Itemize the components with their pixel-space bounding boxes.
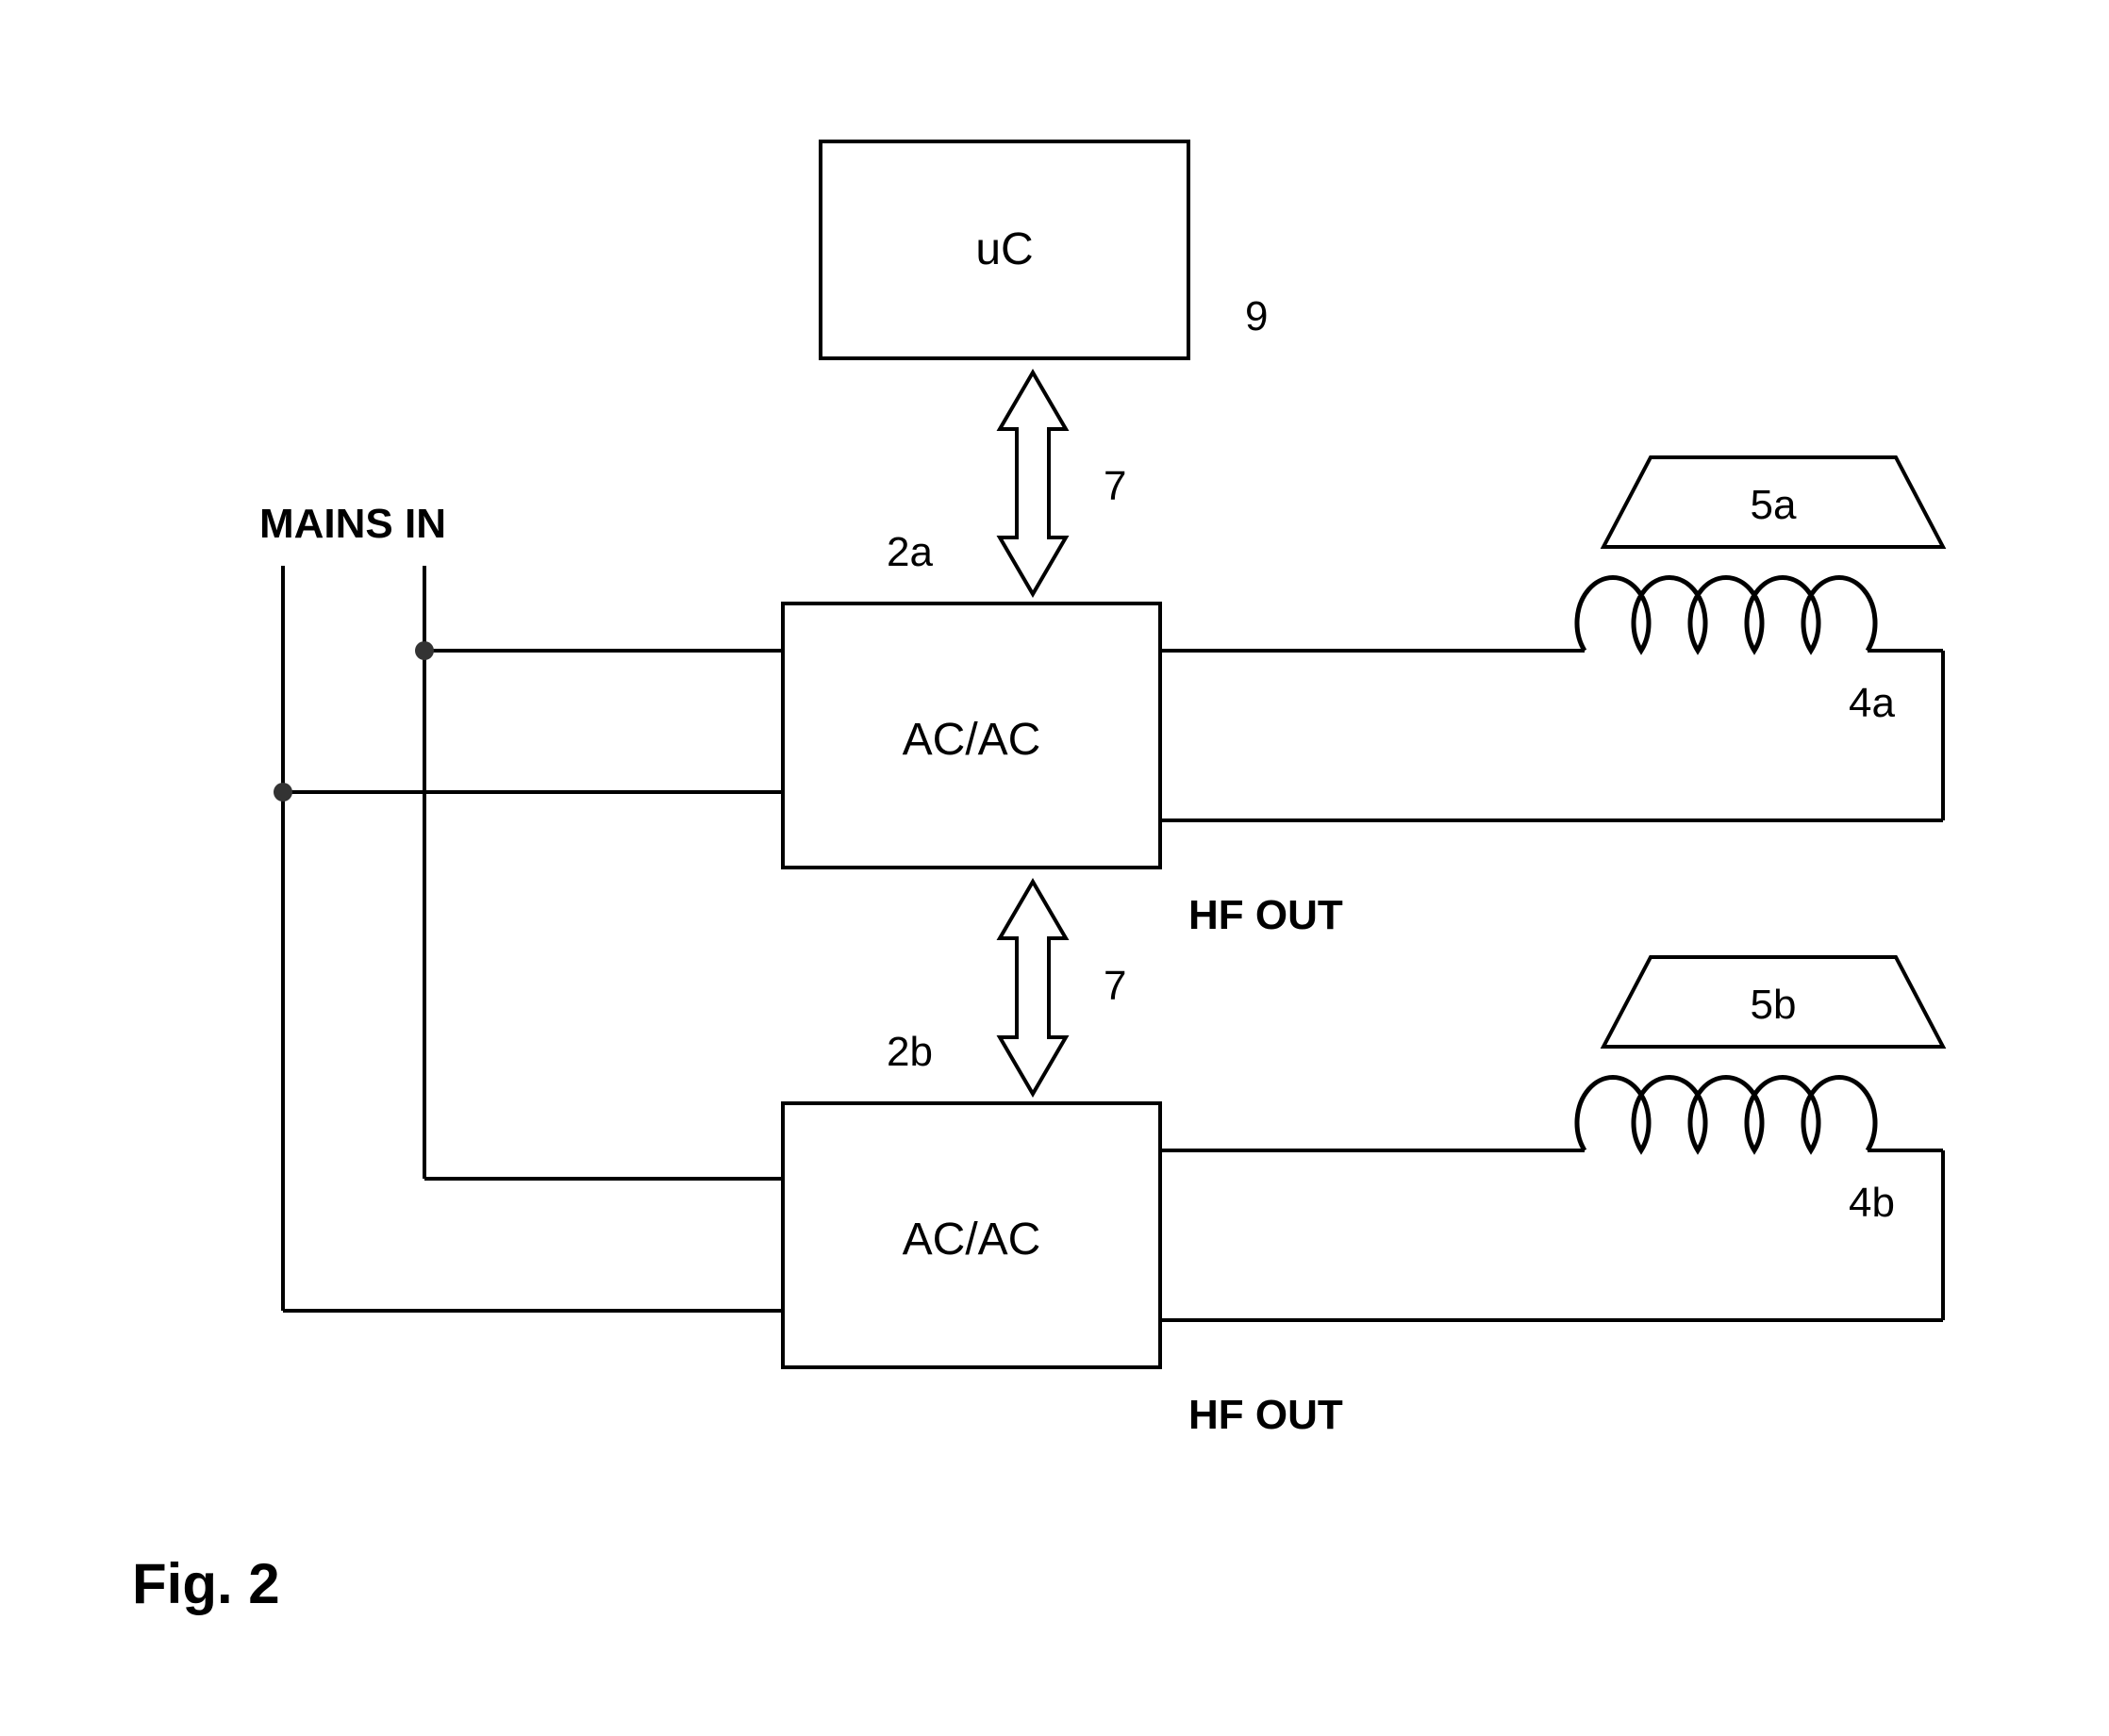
- uc-label: uC: [975, 224, 1033, 274]
- arrow1-label: 7: [1104, 463, 1126, 509]
- pot-5a-ref: 5a: [1751, 482, 1797, 528]
- coil-a-ref: 4a: [1849, 680, 1895, 726]
- pot-5a: 5a: [1603, 457, 1943, 547]
- uc-ref: 9: [1245, 293, 1268, 339]
- hf-out-1: 4a HF OUT: [1160, 578, 1943, 938]
- coil-b-ref: 4b: [1849, 1180, 1895, 1226]
- hf-out-2-label: HF OUT: [1188, 1392, 1343, 1438]
- arrow-uc-acac1: 7: [1000, 372, 1126, 594]
- acac2-ref: 2b: [887, 1029, 933, 1075]
- acac1-label: AC/AC: [903, 715, 1041, 765]
- figure-caption: Fig. 2: [132, 1552, 280, 1615]
- hf-out-1-label: HF OUT: [1188, 892, 1343, 938]
- coil-a: [1577, 578, 1875, 651]
- pot-5b-ref: 5b: [1751, 982, 1797, 1028]
- arrow-acac1-acac2: 7: [1000, 882, 1126, 1094]
- acac1-ref: 2a: [887, 529, 933, 575]
- mains-wires: [274, 566, 783, 1311]
- acac2-label: AC/AC: [903, 1215, 1041, 1265]
- uc-block: uC 9: [821, 141, 1268, 358]
- acac1-block: AC/AC 2a: [783, 529, 1160, 868]
- coil-b: [1577, 1078, 1875, 1150]
- arrow2-label: 7: [1104, 963, 1126, 1009]
- acac2-block: AC/AC 2b: [783, 1029, 1160, 1367]
- mains-in-label: MAINS IN: [259, 501, 446, 547]
- block-diagram: uC 9 AC/AC 2a AC/AC 2b 7 7 MAINS IN: [0, 0, 2109, 1736]
- hf-out-2: 4b HF OUT: [1160, 1078, 1943, 1438]
- pot-5b: 5b: [1603, 957, 1943, 1047]
